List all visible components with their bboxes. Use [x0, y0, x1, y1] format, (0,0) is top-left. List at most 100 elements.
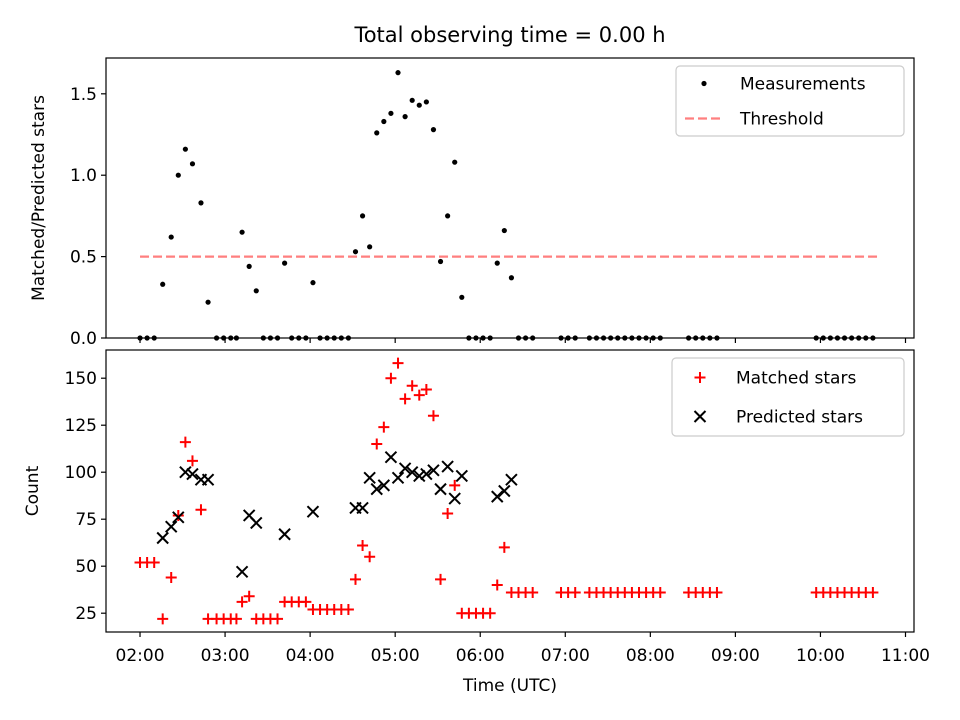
data-point	[501, 227, 507, 234]
y-tick-label: 100	[65, 463, 97, 483]
data-point	[300, 596, 312, 608]
data-point	[364, 551, 376, 563]
x-tick-label: 11:00	[881, 646, 930, 666]
data-point	[235, 565, 249, 579]
data-point	[498, 484, 511, 498]
x-tick-label: 02:00	[116, 646, 165, 666]
legend-box	[675, 65, 905, 137]
x-tick-label: 09:00	[711, 646, 760, 666]
data-point	[385, 372, 397, 384]
data-point	[156, 531, 169, 545]
data-point	[342, 603, 354, 615]
legend-swatch	[694, 372, 706, 383]
data-point	[148, 556, 160, 568]
data-point	[388, 110, 394, 116]
y-tick-label: 1.0	[70, 166, 97, 186]
data-point	[405, 465, 419, 479]
data-point	[569, 587, 581, 599]
data-point	[246, 263, 252, 269]
data-point	[491, 579, 503, 591]
data-point	[205, 299, 211, 305]
legend-label: Measurements	[740, 75, 866, 95]
data-point	[157, 613, 169, 625]
data-point	[505, 473, 518, 486]
x-tick-label: 06:00	[456, 646, 505, 666]
data-point	[508, 275, 515, 281]
data-point	[363, 471, 376, 485]
data-point	[448, 492, 461, 505]
series-matched-stars	[134, 357, 879, 625]
data-point	[359, 213, 366, 219]
data-point	[198, 200, 204, 206]
y-axis-label: Count	[23, 465, 43, 516]
data-point	[395, 70, 401, 76]
legend-box	[671, 357, 905, 437]
series-predicted-stars	[156, 450, 518, 579]
data-point	[445, 213, 451, 219]
data-point	[399, 393, 411, 405]
plot-frame	[105, 349, 915, 633]
data-point	[384, 450, 398, 464]
data-point	[182, 146, 188, 152]
data-point	[455, 469, 469, 483]
data-point	[416, 102, 422, 108]
data-point	[420, 467, 433, 481]
data-point	[175, 172, 181, 178]
data-point	[409, 97, 415, 103]
legend-swatch	[693, 410, 707, 423]
x-tick-label: 03:00	[201, 646, 250, 666]
legend: Matched stars Predicted stars	[671, 357, 905, 437]
data-point	[186, 455, 198, 467]
plot-frame	[105, 57, 915, 339]
data-point	[484, 607, 496, 619]
data-point	[195, 504, 207, 516]
data-point	[437, 258, 444, 265]
data-point	[527, 587, 539, 599]
data-point	[160, 281, 166, 287]
data-point	[420, 383, 432, 395]
x-tick-label: 10:00	[796, 646, 845, 666]
data-point	[367, 244, 373, 250]
data-point	[427, 410, 439, 422]
data-point	[434, 482, 447, 496]
data-point	[165, 571, 177, 583]
y-tick-label: 50	[75, 557, 97, 577]
data-point	[189, 161, 196, 167]
data-point	[491, 490, 504, 503]
data-point	[371, 438, 383, 450]
data-point	[378, 421, 390, 433]
x-tick-label: 05:00	[371, 646, 420, 666]
bottom-panel: 25 50 75 100 125 150 02:00 03:00 04:00 05:00 06:00…	[23, 349, 930, 666]
data-point	[349, 573, 361, 585]
data-point	[494, 260, 500, 266]
data-point	[310, 280, 316, 286]
y-tick-label: 25	[75, 604, 97, 624]
data-point	[449, 479, 461, 491]
legend-label: Predicted stars	[736, 408, 863, 428]
x-tick-label: 04:00	[286, 646, 335, 666]
data-point	[442, 508, 454, 520]
data-point	[236, 596, 248, 608]
y-tick-label: 150	[65, 369, 97, 389]
data-point	[250, 516, 263, 530]
y-tick-label: 1.5	[70, 85, 97, 105]
data-point	[356, 501, 369, 515]
data-point	[370, 482, 383, 496]
data-point	[392, 357, 404, 369]
legend: Measurements Threshold	[675, 65, 905, 137]
data-point	[441, 460, 454, 473]
data-point	[168, 234, 174, 240]
data-point	[272, 613, 284, 625]
data-point	[423, 99, 429, 105]
data-point	[459, 294, 465, 300]
data-point	[430, 127, 437, 133]
x-axis-label: Time (UTC)	[462, 676, 557, 696]
data-point	[243, 590, 255, 602]
data-point	[201, 473, 215, 486]
data-point	[179, 436, 191, 448]
data-point	[352, 249, 359, 255]
chart-title: Total observing time = 0.00 h	[353, 23, 665, 47]
data-point	[172, 511, 185, 524]
data-point	[435, 573, 447, 585]
